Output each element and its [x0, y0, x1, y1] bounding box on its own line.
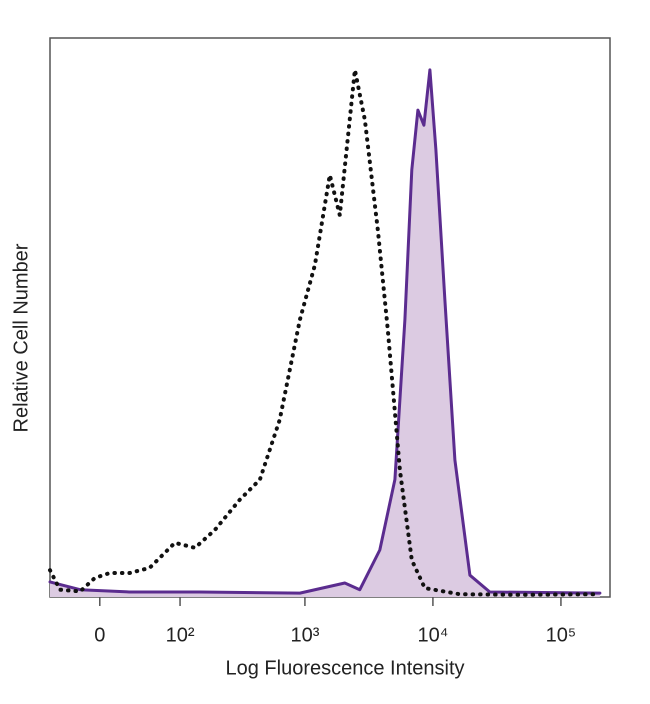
x-tick-label: 10² — [166, 624, 195, 646]
x-axis-title: Log Fluorescence Intensity — [225, 657, 464, 679]
x-tick-label: 0 — [94, 624, 105, 646]
isotype-line — [48, 67, 602, 597]
x-tick-label: 10⁴ — [417, 624, 448, 646]
x-tick-label: 10⁵ — [546, 624, 577, 646]
x-tick-label: 10³ — [290, 624, 319, 646]
stained-line — [48, 68, 602, 595]
plot-frame — [49, 37, 611, 598]
area — [50, 69, 600, 597]
y-axis-title: Relative Cell Number — [10, 243, 32, 432]
